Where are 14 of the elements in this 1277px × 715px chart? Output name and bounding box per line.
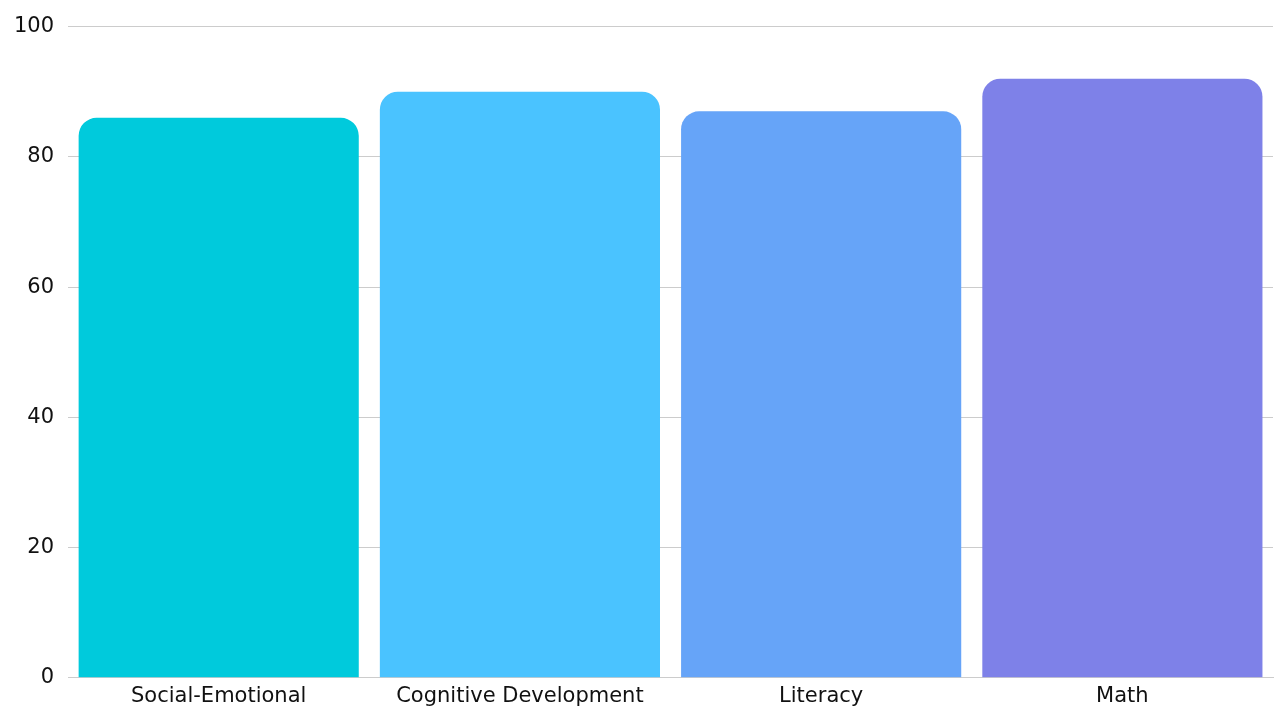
x-tick-label: Social-Emotional	[131, 682, 307, 707]
bar	[982, 78, 1263, 678]
x-tick-label: Literacy	[779, 682, 864, 707]
y-tick-label: 20	[27, 534, 55, 559]
bar	[78, 117, 359, 678]
x-tick-label: Cognitive Development	[396, 682, 644, 707]
y-tick-label: 80	[27, 143, 55, 168]
bar	[379, 91, 660, 678]
bar	[681, 111, 962, 678]
y-tick-label: 100	[13, 13, 55, 38]
y-tick-label: 40	[27, 403, 55, 428]
x-tick-label: Math	[1096, 682, 1149, 707]
y-tick-label: 60	[27, 273, 55, 298]
y-tick-label: 0	[40, 664, 55, 689]
